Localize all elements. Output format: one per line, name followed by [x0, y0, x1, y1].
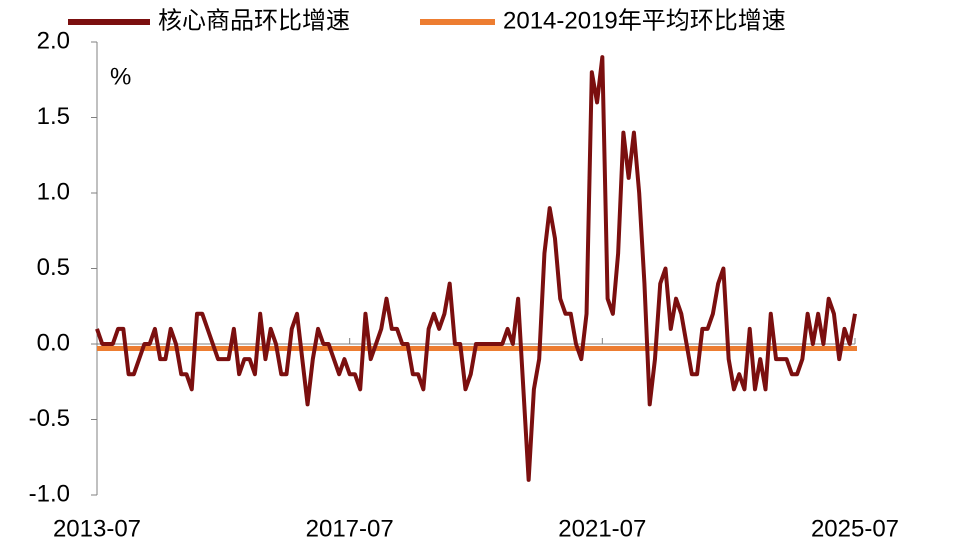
legend-label: 2014-2019年平均环比增速	[503, 7, 786, 34]
x-tick-label: 2025-07	[811, 515, 899, 542]
y-tick-label: 2.0	[37, 27, 70, 54]
y-tick-label: -0.5	[29, 405, 70, 432]
y-tick-label: 1.5	[37, 103, 70, 130]
x-tick-label: 2013-07	[53, 515, 141, 542]
y-unit: %	[110, 63, 131, 90]
x-tick-label: 2021-07	[558, 515, 646, 542]
y-tick-label: 1.0	[37, 178, 70, 205]
y-tick-label: 0.0	[37, 329, 70, 356]
series-line	[95, 55, 857, 482]
x-tick-label: 2017-07	[306, 515, 394, 542]
y-tick-label: 0.5	[37, 254, 70, 281]
y-tick-label: -1.0	[29, 480, 70, 507]
legend-label: 核心商品环比增速	[158, 7, 350, 34]
